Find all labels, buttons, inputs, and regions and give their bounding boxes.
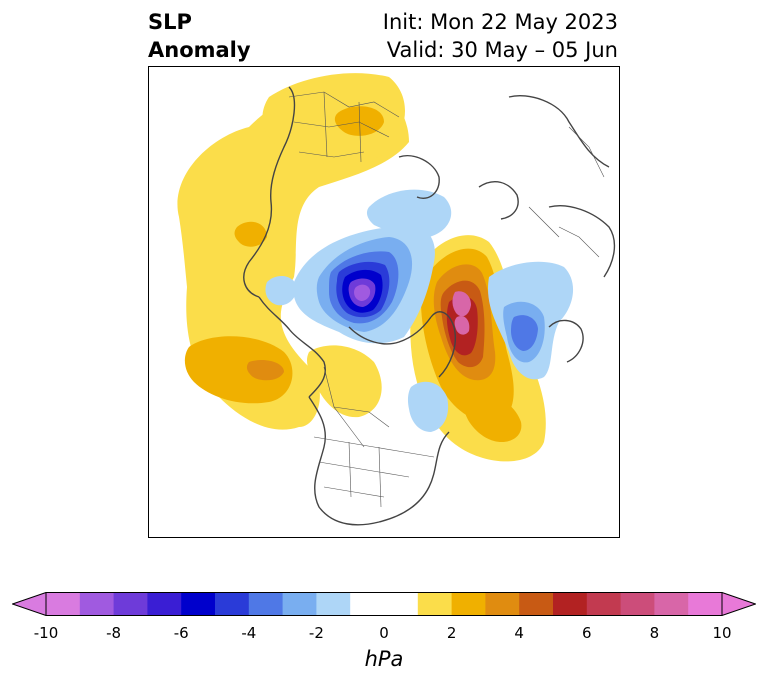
colorbar-segment: [688, 592, 723, 616]
title-variable: SLP: [148, 10, 192, 34]
valid-range: Valid: 30 May – 05 Jun: [386, 38, 618, 62]
positive-anomaly-west-small: [234, 221, 267, 247]
tick-label: 10: [712, 624, 732, 642]
tick-label: 4: [514, 624, 524, 642]
tick-label: 8: [649, 624, 660, 642]
colorbar-unit: hPa: [364, 647, 404, 671]
colorbar-segment: [350, 592, 385, 616]
tick-label: -8: [106, 624, 122, 642]
negative-anomaly-central-inner: [354, 284, 371, 301]
tick-label: -4: [241, 624, 257, 642]
colorbar-segment: [384, 592, 419, 616]
colorbar-segment: [215, 592, 250, 616]
forecast-dates: Init: Mon 22 May 2023 Valid: 30 May – 05…: [383, 8, 618, 64]
colorbar-segment: [586, 592, 621, 616]
positive-anomaly-siberia: [262, 73, 406, 164]
coastlines: [243, 86, 616, 526]
colorbar-segment: [654, 592, 689, 616]
colorbar-segment: [620, 592, 655, 616]
map-canvas: [177, 73, 616, 526]
negative-anomaly-arctic: [366, 189, 452, 238]
negative-anomaly-europe-strong: [511, 315, 538, 351]
colorbar-segment: [451, 592, 486, 616]
map-title: SLP Anomaly: [148, 8, 251, 64]
colorbar-segment: [282, 592, 317, 616]
country-borders: [288, 91, 605, 508]
colorbar-segment: [248, 592, 283, 616]
colorbar-segment: [79, 592, 114, 616]
init-date: Init: Mon 22 May 2023: [382, 10, 618, 34]
colorbar: [12, 592, 756, 616]
positive-anomaly-canada: [306, 345, 382, 418]
colorbar-segment: [113, 592, 148, 616]
colorbar-segment: [316, 592, 351, 616]
positive-anomaly-pacific-core: [184, 336, 293, 404]
colorbar-segment: [147, 592, 182, 616]
colorbar-segment: [181, 592, 216, 616]
negative-anomaly-west-small: [265, 275, 297, 306]
tick-label: -10: [33, 624, 59, 642]
negative-anomaly-west-atlantic: [407, 381, 449, 432]
positive-anomaly-atlantic-max: [452, 291, 471, 317]
colorbar-extend-high: [721, 592, 756, 616]
colorbar-segment: [485, 592, 520, 616]
colorbar-segment: [417, 592, 452, 616]
positive-anomaly-pacific-inner: [246, 360, 284, 381]
tick-label: -2: [308, 624, 324, 642]
colorbar-segment: [553, 592, 588, 616]
tick-label: 2: [446, 624, 457, 642]
positive-anomaly-atlantic-tail: [464, 393, 522, 443]
colorbar-segment: [519, 592, 554, 616]
colorbar-segment: [46, 592, 81, 616]
tick-label: -6: [173, 624, 189, 642]
positive-anomaly-atlantic-max2: [454, 315, 470, 335]
anomaly-map: [148, 66, 620, 538]
tick-label: 6: [582, 624, 592, 642]
tick-label: 0: [379, 624, 389, 642]
colorbar-extend-low: [12, 592, 47, 616]
title-subject: Anomaly: [148, 38, 251, 62]
